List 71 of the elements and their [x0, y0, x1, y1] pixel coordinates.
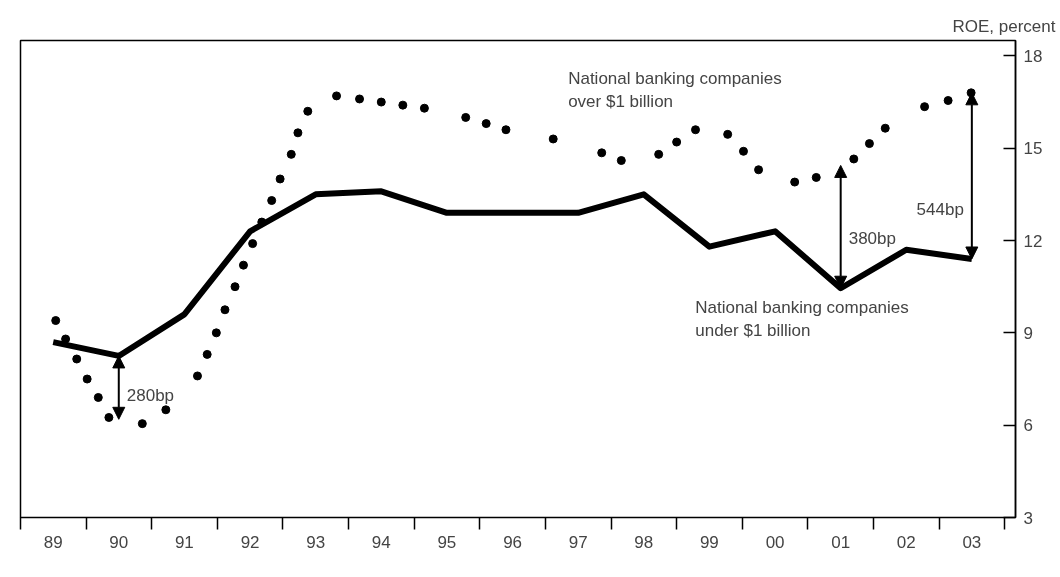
point	[754, 165, 764, 175]
point	[230, 282, 240, 292]
point	[920, 102, 930, 112]
point	[248, 239, 258, 249]
x-tick-label: 00	[765, 532, 785, 552]
point	[849, 154, 859, 164]
point	[293, 128, 303, 138]
point	[275, 174, 285, 184]
point	[597, 148, 607, 158]
point	[398, 100, 408, 110]
x-tick-label: 98	[634, 532, 654, 552]
point	[654, 149, 664, 159]
x-tick-label: 92	[240, 532, 260, 552]
x-tick-label: 89	[43, 532, 63, 552]
point	[548, 134, 558, 144]
point	[104, 412, 114, 422]
point	[61, 334, 71, 344]
y-axis-title: ROE, percent	[952, 16, 1056, 36]
x-tick-label: 91	[174, 532, 194, 552]
x-tick-label: 90	[109, 532, 129, 552]
y-tick-label: 9	[1023, 323, 1033, 343]
point	[82, 374, 92, 384]
point	[738, 146, 748, 156]
point	[672, 137, 682, 147]
point	[723, 129, 733, 139]
y-tick-label: 3	[1023, 508, 1033, 528]
x-tick-label: 02	[896, 532, 916, 552]
point	[267, 196, 277, 206]
point	[376, 97, 386, 107]
point	[202, 349, 212, 359]
annotation: 380bp	[848, 229, 896, 249]
point	[461, 112, 471, 122]
y-tick-label: 15	[1023, 139, 1043, 159]
annotation: 280bp	[126, 385, 175, 405]
point	[332, 91, 342, 101]
y-tick-label: 12	[1023, 231, 1043, 251]
y-tick-label: 6	[1023, 416, 1033, 436]
point	[303, 106, 313, 116]
x-tick-label: 93	[306, 532, 326, 552]
point	[481, 119, 491, 129]
point	[220, 305, 230, 315]
x-tick-label: 94	[371, 532, 391, 552]
point	[790, 177, 800, 187]
x-tick-label: 03	[962, 532, 982, 552]
x-tick-label: 95	[437, 532, 457, 552]
point	[211, 328, 221, 338]
legend-label: National banking companies under $1 billion	[695, 298, 909, 341]
point	[864, 139, 874, 149]
point	[238, 260, 248, 270]
point	[811, 172, 821, 182]
point	[355, 94, 365, 104]
y-tick-label: 18	[1023, 46, 1043, 66]
point	[51, 316, 61, 326]
x-tick-label: 96	[503, 532, 523, 552]
point	[286, 149, 296, 159]
point	[880, 123, 890, 133]
x-tick-label: 97	[568, 532, 588, 552]
annotation: 544bp	[916, 200, 964, 219]
x-tick-label: 99	[699, 532, 719, 552]
point	[72, 354, 82, 364]
point	[691, 125, 701, 135]
point	[161, 405, 171, 415]
point	[501, 125, 511, 135]
x-tick-label: 01	[831, 532, 851, 552]
point	[419, 103, 429, 113]
series-label: National banking companies over $1 billion	[568, 69, 782, 111]
point	[137, 419, 147, 429]
point	[192, 371, 202, 381]
point	[943, 96, 953, 105]
point	[616, 156, 626, 166]
point	[93, 392, 103, 402]
